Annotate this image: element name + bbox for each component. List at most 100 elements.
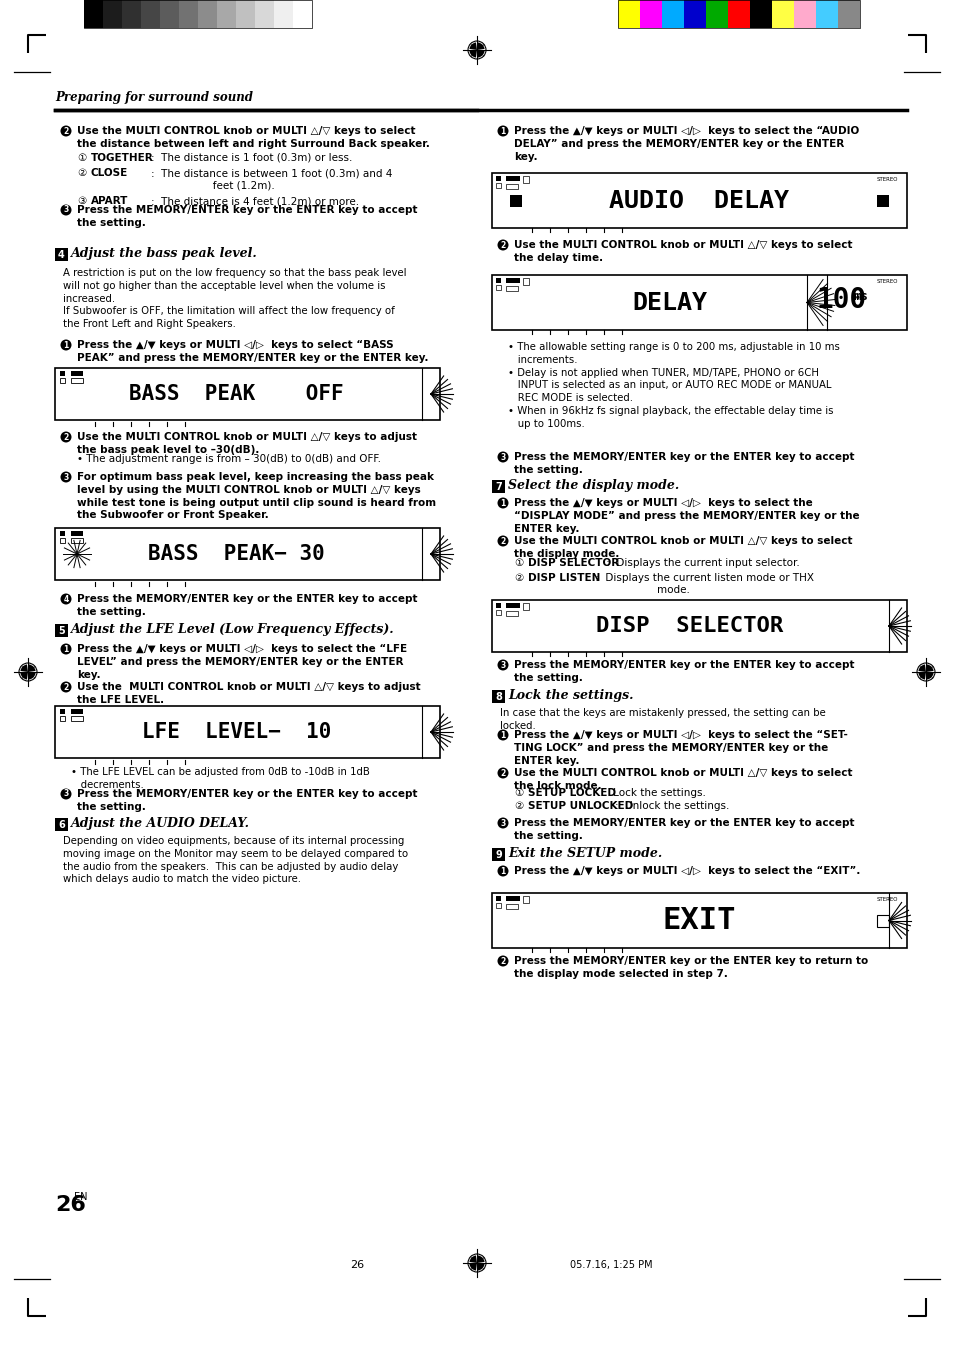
Bar bbox=[71, 372, 83, 376]
Text: Press the MEMORY/ENTER key or the ENTER key to accept
the setting.: Press the MEMORY/ENTER key or the ENTER … bbox=[514, 661, 854, 682]
Bar bbox=[496, 182, 500, 188]
Text: :  Displays the current listen mode or THX
                    mode.: : Displays the current listen mode or TH… bbox=[591, 573, 813, 594]
Bar bbox=[727, 0, 749, 28]
Wedge shape bbox=[469, 42, 476, 50]
Text: 3: 3 bbox=[500, 819, 505, 828]
Text: 1: 1 bbox=[500, 866, 505, 875]
Bar bbox=[505, 603, 519, 608]
Bar bbox=[661, 0, 683, 28]
Circle shape bbox=[497, 535, 508, 547]
Text: Lock the settings.: Lock the settings. bbox=[507, 689, 633, 703]
Text: For optimum bass peak level, keep increasing the bass peak
level by using the MU: For optimum bass peak level, keep increa… bbox=[77, 471, 436, 520]
Circle shape bbox=[497, 817, 508, 828]
Text: Press the ▲/▼ keys or MULTI ◁/▷  keys to select the “AUDIO
DELAY” and press the : Press the ▲/▼ keys or MULTI ◁/▷ keys to … bbox=[514, 126, 859, 162]
Text: Press the ▲/▼ keys or MULTI ◁/▷  keys to select the “SET-
TING LOCK” and press t: Press the ▲/▼ keys or MULTI ◁/▷ keys to … bbox=[514, 730, 847, 766]
Text: • The LFE LEVEL can be adjusted from 0dB to -10dB in 1dB
   decrements.: • The LFE LEVEL can be adjusted from 0dB… bbox=[71, 767, 370, 790]
Bar bbox=[496, 611, 500, 615]
Bar bbox=[160, 0, 179, 28]
Text: STEREO: STEREO bbox=[876, 280, 898, 284]
Bar bbox=[71, 378, 83, 382]
Text: Exit the SETUP mode.: Exit the SETUP mode. bbox=[507, 847, 661, 861]
Text: • The allowable setting range is 0 to 200 ms, adjustable in 10 ms
   increments.: • The allowable setting range is 0 to 20… bbox=[507, 342, 839, 428]
Text: 7: 7 bbox=[495, 481, 501, 492]
Text: 6: 6 bbox=[58, 820, 65, 830]
Text: DELAY: DELAY bbox=[631, 290, 706, 315]
Bar bbox=[55, 528, 439, 580]
Text: 1: 1 bbox=[63, 340, 69, 350]
Bar bbox=[71, 531, 83, 536]
Text: 2: 2 bbox=[500, 536, 505, 546]
Text: 4: 4 bbox=[58, 250, 65, 259]
Text: Press the ▲/▼ keys or MULTI ◁/▷  keys to select the “LFE
LEVEL” and press the ME: Press the ▲/▼ keys or MULTI ◁/▷ keys to … bbox=[77, 644, 407, 680]
Text: In case that the keys are mistakenly pressed, the setting can be
locked.: In case that the keys are mistakenly pre… bbox=[499, 708, 825, 731]
Text: 05.7.16, 1:25 PM: 05.7.16, 1:25 PM bbox=[569, 1260, 652, 1270]
Text: CLOSE: CLOSE bbox=[91, 168, 128, 178]
Bar bbox=[505, 896, 519, 901]
Bar bbox=[522, 603, 529, 611]
Bar bbox=[60, 531, 65, 536]
Circle shape bbox=[60, 789, 71, 800]
Bar bbox=[60, 372, 65, 376]
Bar bbox=[522, 176, 529, 182]
Bar bbox=[505, 904, 517, 909]
Bar bbox=[683, 0, 705, 28]
Text: 9: 9 bbox=[495, 850, 501, 859]
Text: ③: ③ bbox=[77, 196, 86, 205]
Bar bbox=[60, 709, 65, 713]
Wedge shape bbox=[925, 671, 933, 680]
Circle shape bbox=[497, 730, 508, 740]
Text: ms: ms bbox=[853, 290, 868, 303]
Bar bbox=[505, 184, 517, 189]
Text: EN: EN bbox=[74, 1192, 88, 1202]
Wedge shape bbox=[476, 50, 484, 58]
Bar bbox=[496, 902, 500, 908]
Text: :  The distance is between 1 foot (0.3m) and 4
                   feet (1.2m).: : The distance is between 1 foot (0.3m) … bbox=[151, 168, 392, 190]
Circle shape bbox=[497, 767, 508, 778]
Text: 3: 3 bbox=[63, 205, 69, 215]
Bar bbox=[492, 600, 906, 653]
Circle shape bbox=[60, 339, 71, 350]
Text: BASS  PEAK− 30: BASS PEAK− 30 bbox=[148, 544, 325, 563]
Text: ②: ② bbox=[514, 801, 522, 811]
Text: BASS  PEAK    OFF: BASS PEAK OFF bbox=[129, 384, 343, 404]
Circle shape bbox=[60, 593, 71, 604]
Text: 3: 3 bbox=[63, 789, 69, 798]
Bar bbox=[505, 176, 519, 181]
Text: STEREO: STEREO bbox=[876, 177, 898, 182]
Bar bbox=[496, 176, 500, 181]
Wedge shape bbox=[918, 665, 925, 671]
Text: • The adjustment range is from – 30(dB) to 0(dB) and OFF.: • The adjustment range is from – 30(dB) … bbox=[77, 454, 380, 463]
Text: AUDIO  DELAY: AUDIO DELAY bbox=[609, 189, 789, 212]
Bar bbox=[522, 278, 529, 285]
Text: Press the ▲/▼ keys or MULTI ◁/▷  keys to select “BASS
PEAK” and press the MEMORY: Press the ▲/▼ keys or MULTI ◁/▷ keys to … bbox=[77, 340, 428, 363]
Bar bbox=[55, 624, 68, 638]
Bar bbox=[705, 0, 727, 28]
Text: EXIT: EXIT bbox=[662, 907, 736, 935]
Text: Press the MEMORY/ENTER key or the ENTER key to accept
the setting.: Press the MEMORY/ENTER key or the ENTER … bbox=[514, 817, 854, 840]
Text: :  The distance is 4 feet (1.2m) or more.: : The distance is 4 feet (1.2m) or more. bbox=[151, 196, 358, 205]
Text: 4: 4 bbox=[63, 594, 69, 604]
Bar bbox=[60, 378, 65, 382]
Bar bbox=[55, 817, 68, 831]
Bar bbox=[876, 915, 888, 927]
Text: 2: 2 bbox=[500, 769, 505, 777]
Text: LFE  LEVEL−  10: LFE LEVEL− 10 bbox=[142, 721, 331, 742]
Text: Use the MULTI CONTROL knob or MULTI △/▽ keys to select
the distance between left: Use the MULTI CONTROL knob or MULTI △/▽ … bbox=[77, 126, 430, 149]
Bar bbox=[496, 603, 500, 608]
Text: Use the MULTI CONTROL knob or MULTI △/▽ keys to select
the delay time.: Use the MULTI CONTROL knob or MULTI △/▽ … bbox=[514, 240, 852, 263]
Bar bbox=[505, 611, 517, 616]
Text: Press the MEMORY/ENTER key or the ENTER key to accept
the setting.: Press the MEMORY/ENTER key or the ENTER … bbox=[514, 453, 854, 474]
Bar bbox=[492, 480, 504, 493]
Text: Press the MEMORY/ENTER key or the ENTER key to accept
the setting.: Press the MEMORY/ENTER key or the ENTER … bbox=[77, 789, 417, 812]
Text: Use the MULTI CONTROL knob or MULTI △/▽ keys to select
the lock mode.: Use the MULTI CONTROL knob or MULTI △/▽ … bbox=[514, 767, 852, 790]
Circle shape bbox=[60, 681, 71, 693]
Text: 3: 3 bbox=[500, 661, 505, 670]
Text: ①: ① bbox=[77, 153, 86, 163]
Circle shape bbox=[497, 659, 508, 670]
Text: 1: 1 bbox=[63, 644, 69, 654]
Bar bbox=[496, 285, 500, 290]
Bar bbox=[254, 0, 274, 28]
Text: 1: 1 bbox=[500, 499, 505, 508]
Bar bbox=[492, 276, 906, 330]
Circle shape bbox=[497, 239, 508, 250]
